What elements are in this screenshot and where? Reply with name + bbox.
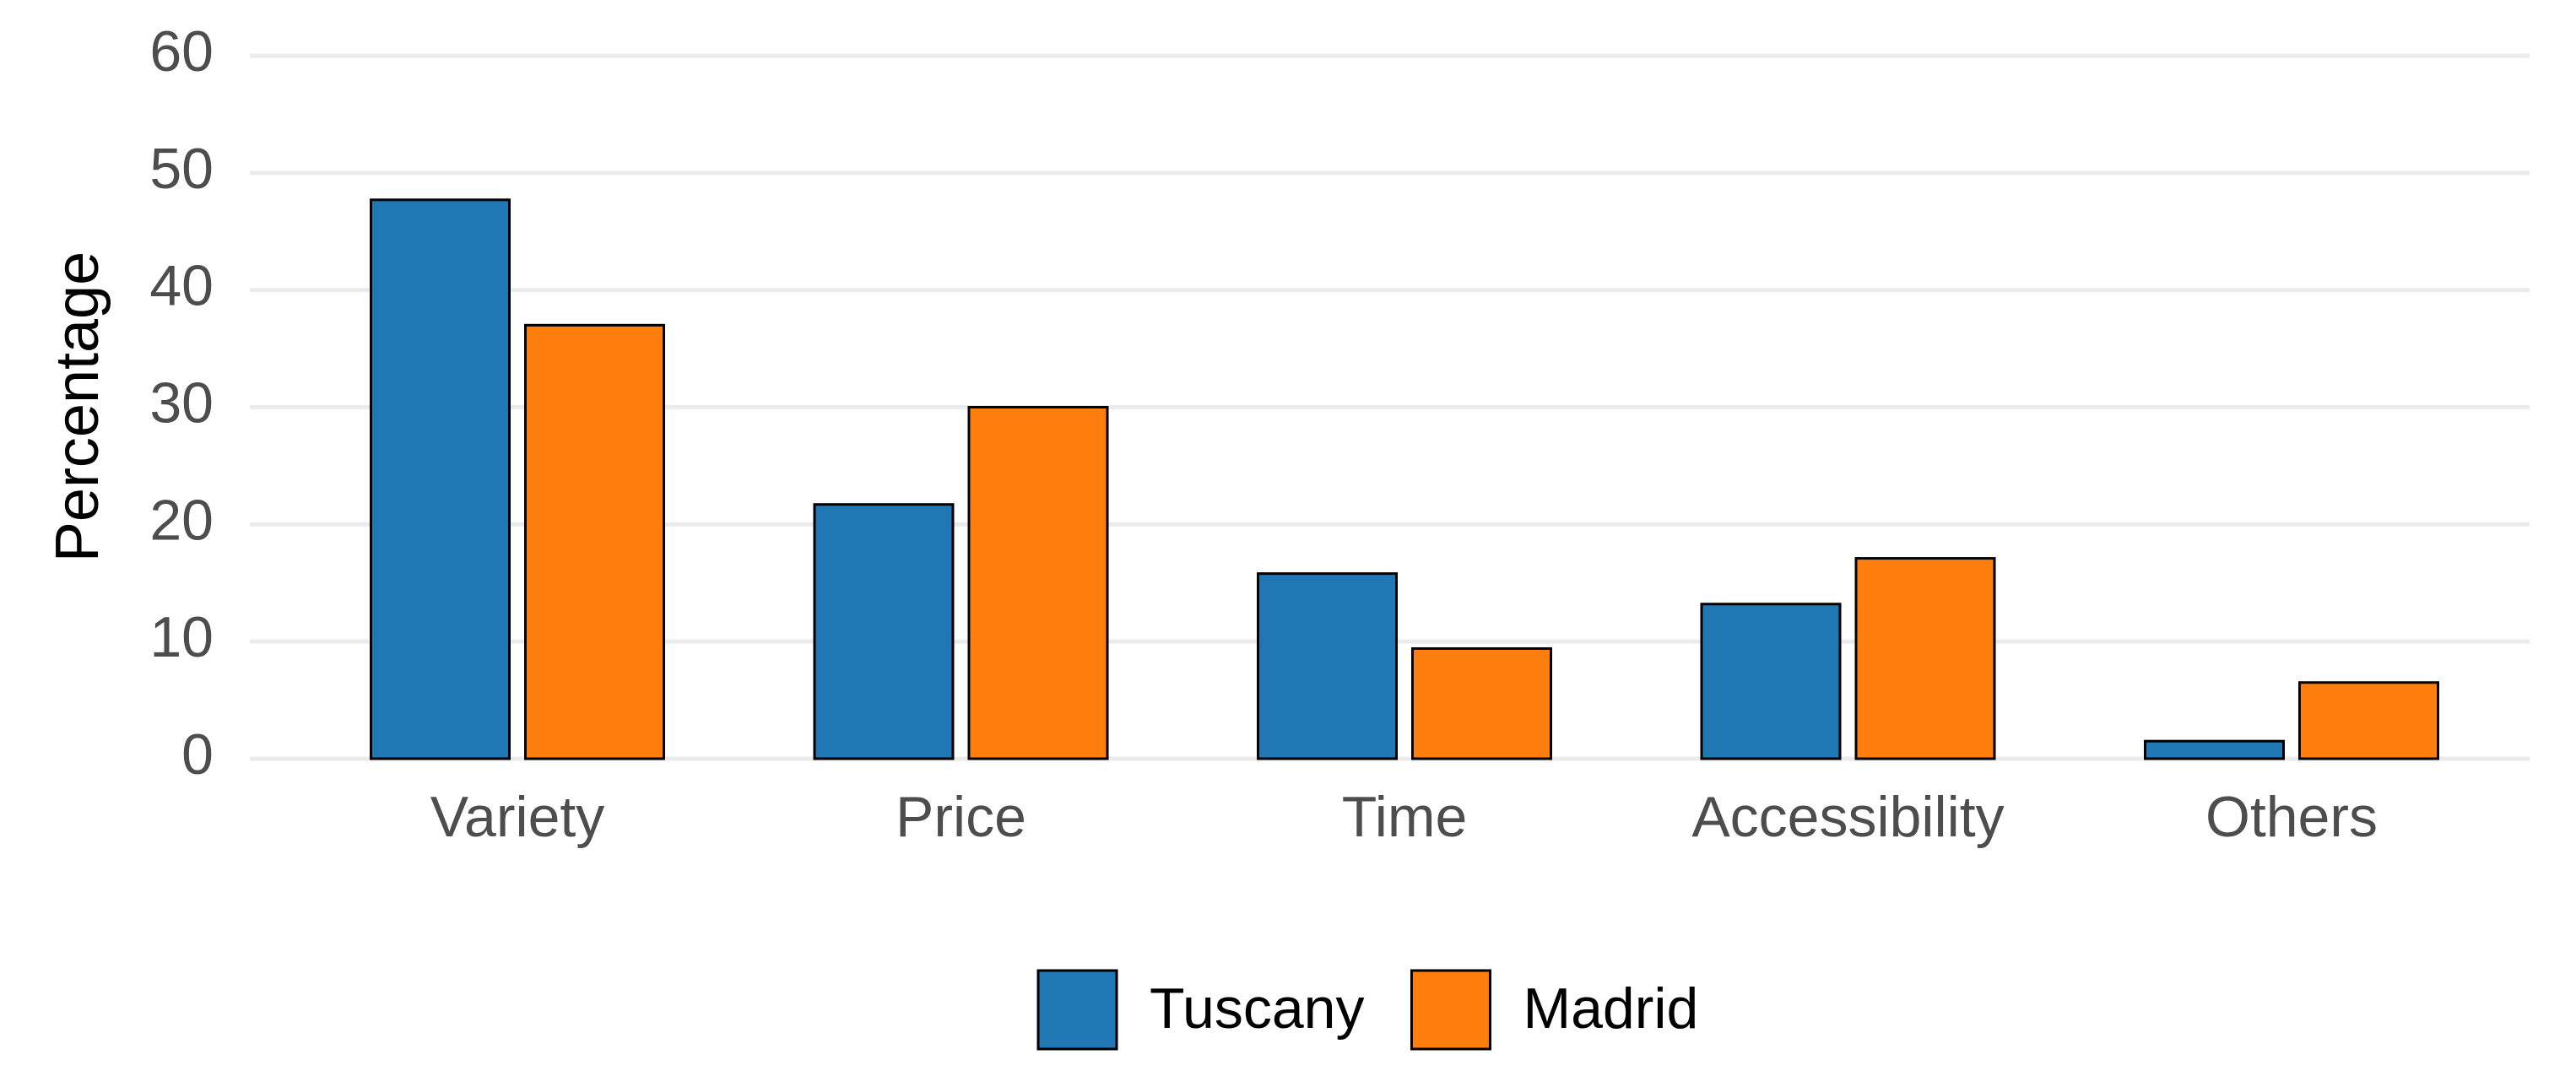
bar [1854, 557, 1996, 760]
bar [1411, 646, 1552, 760]
x-tick-label: Time [1342, 785, 1468, 849]
bar [2144, 739, 2285, 760]
x-tick-label: Price [896, 785, 1026, 849]
y-tick-label: 60 [149, 19, 214, 84]
y-axis-title: Percentage [44, 251, 111, 562]
y-tick-label: 20 [149, 488, 214, 552]
legend-key [1410, 969, 1491, 1051]
bar [370, 198, 511, 760]
bar [813, 503, 955, 760]
bar [1700, 603, 1842, 760]
bar [2298, 681, 2439, 760]
bar [524, 323, 665, 760]
x-tick-label: Others [2205, 785, 2378, 849]
y-tick-label: 40 [149, 254, 214, 318]
bar [1257, 572, 1398, 760]
legend-label: Madrid [1523, 976, 1698, 1041]
y-tick-label: 10 [149, 605, 214, 669]
legend-label: Tuscany [1150, 976, 1364, 1041]
y-tick-label: 0 [181, 722, 214, 787]
y-tick-label: 30 [149, 370, 214, 435]
x-tick-label: Accessibility [1691, 785, 2004, 849]
y-tick-label: 50 [149, 137, 214, 201]
legend-key [1036, 969, 1118, 1051]
bar [967, 406, 1109, 760]
x-tick-label: Variety [430, 785, 605, 849]
